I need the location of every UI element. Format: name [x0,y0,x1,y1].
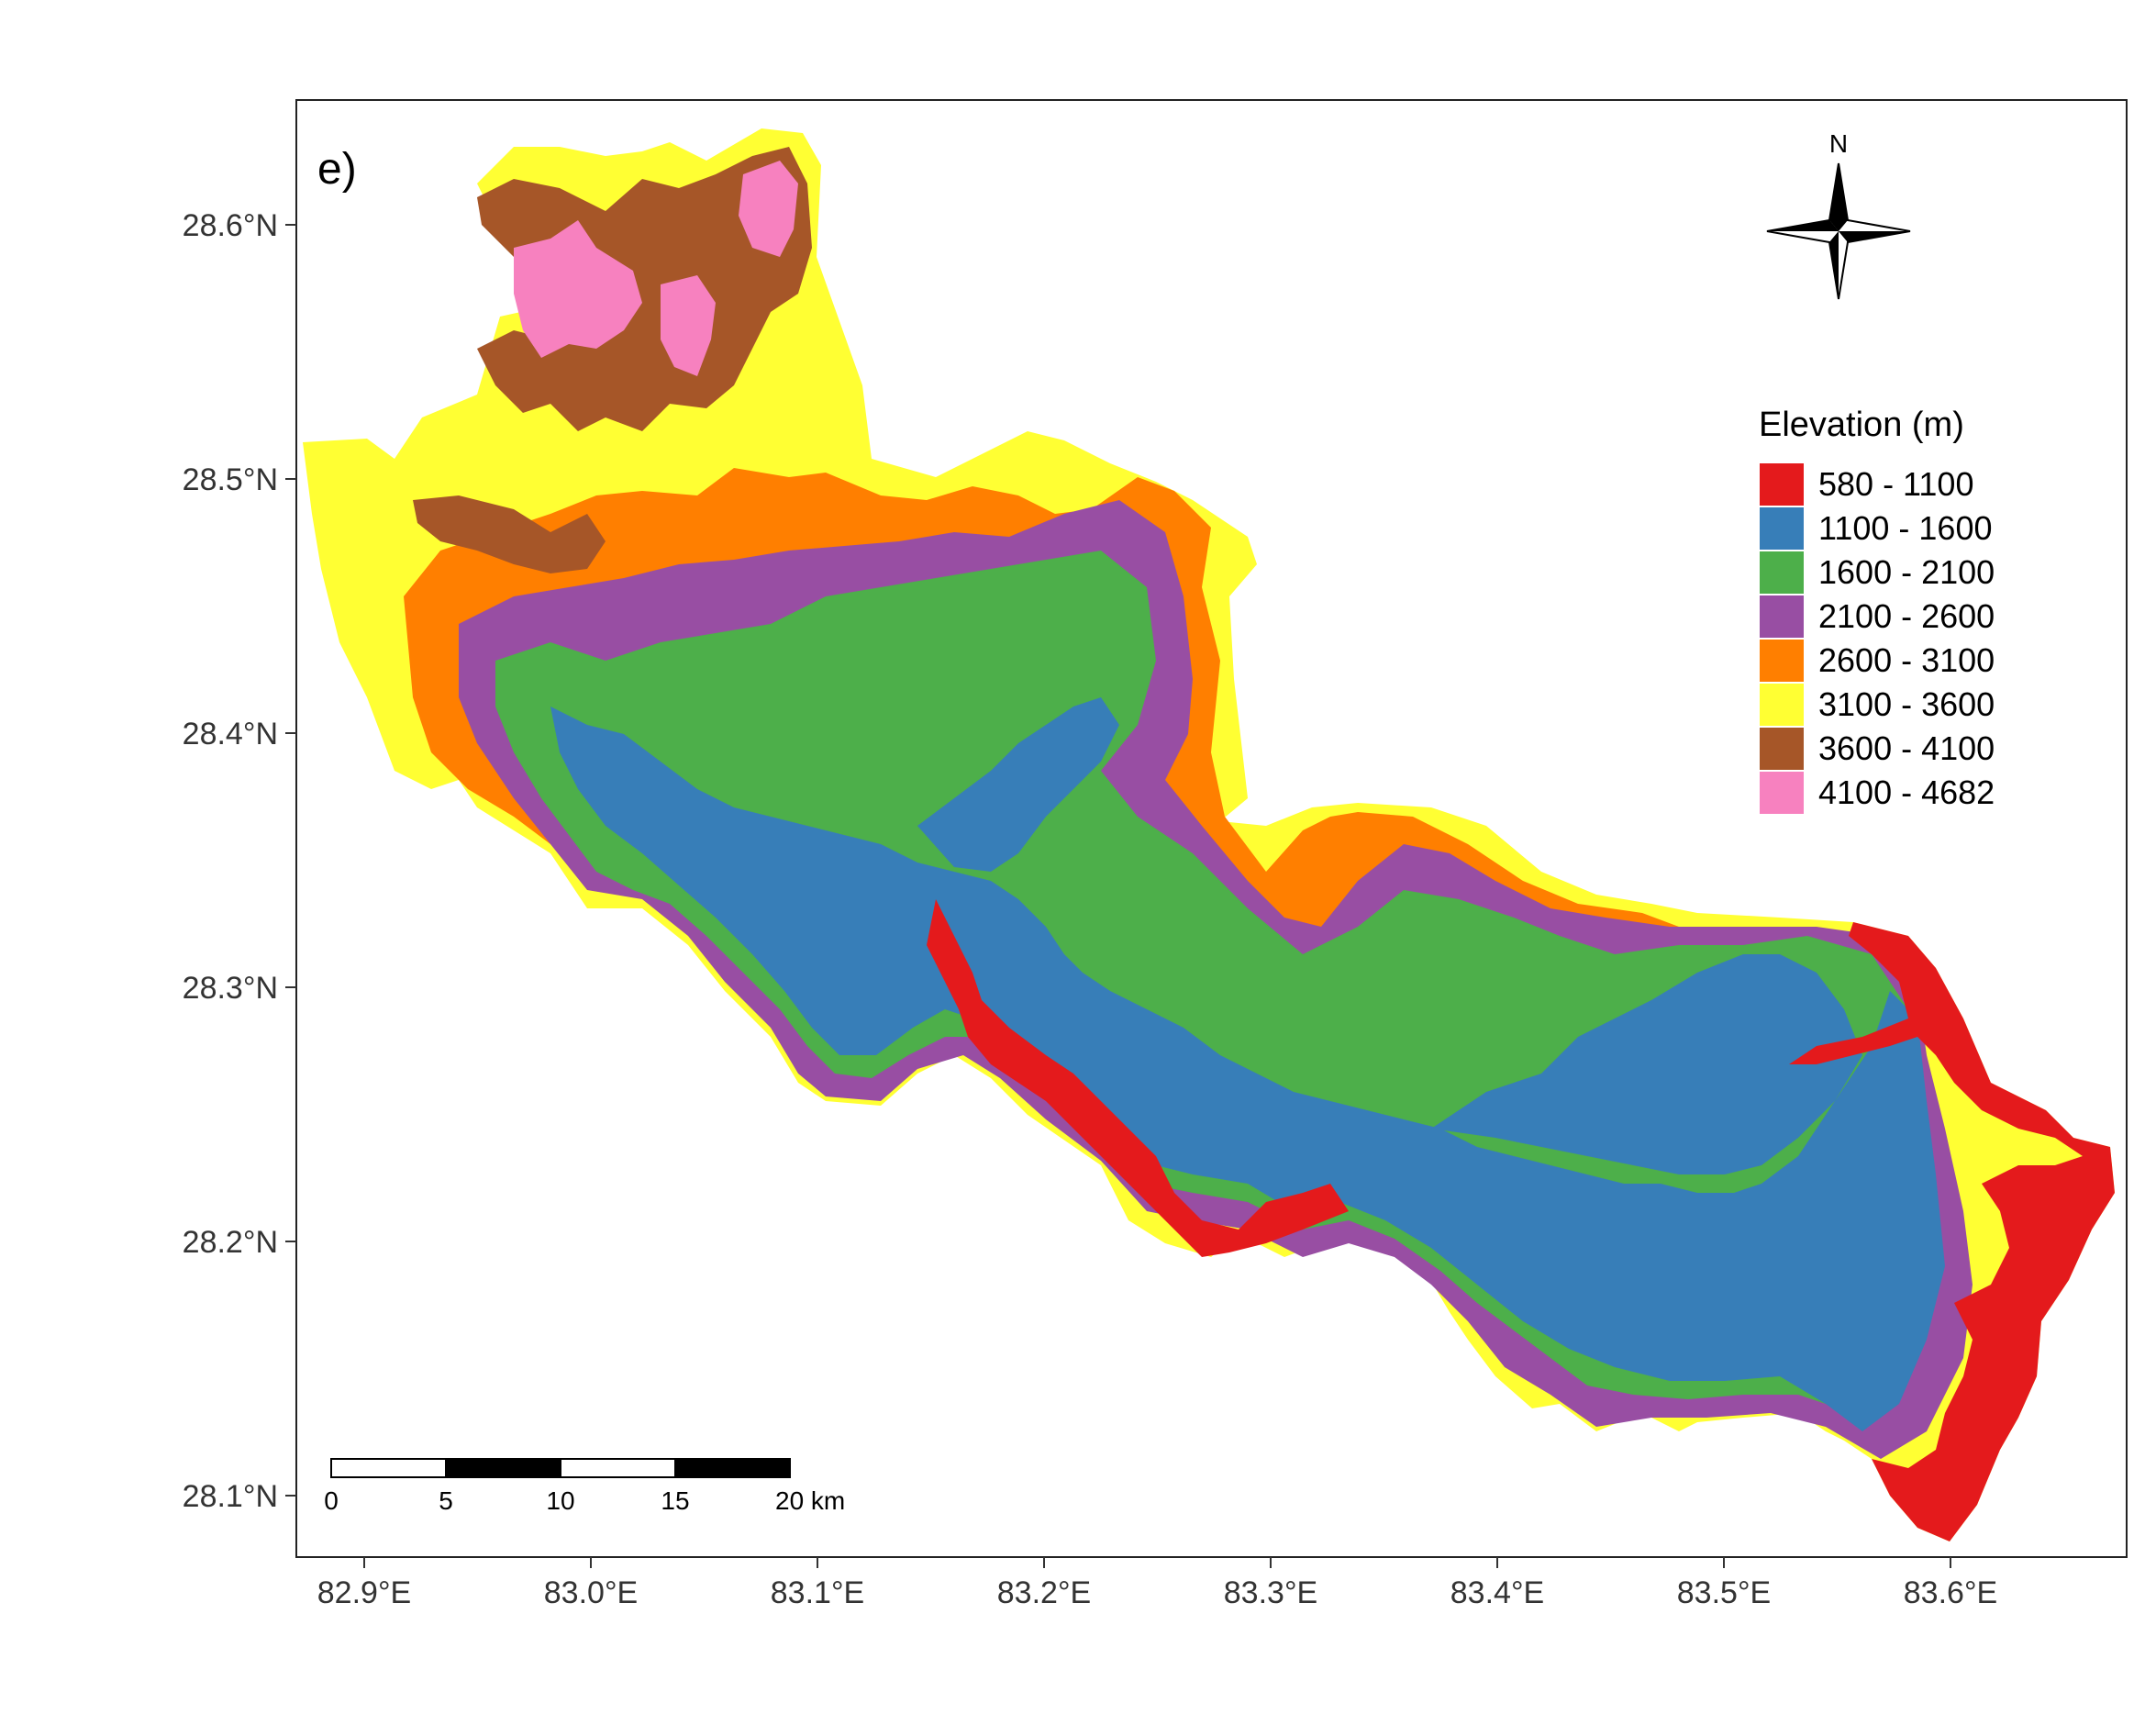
scale-bar-label: 10 [546,1486,574,1515]
north-arrow-star-half [1839,231,1910,242]
legend-swatch [1760,728,1804,770]
elevation-zone-1100-1600 [917,697,1119,872]
legend-label: 1600 - 2100 [1818,553,1995,591]
catchment [303,128,2115,1541]
legend-label: 1100 - 1600 [1818,509,1993,547]
x-tick-label: 83.5°E [1677,1575,1771,1610]
elevation-zone-1100-1600 [550,707,1945,1431]
scale-bar-segment [445,1458,561,1478]
legend-label: 3100 - 3600 [1818,685,1995,723]
legend-items: 580 - 1100 1100 - 1600 1600 - 2100 2100 - 2… [1760,463,1995,814]
y-tick-label: 28.4°N [183,717,278,751]
elevation-zone-4100-4682 [514,220,642,358]
y-tick-label: 28.3°N [183,971,278,1006]
elevation-zone-4100-4682 [661,275,716,376]
y-tick-label: 28.6°N [183,208,278,243]
elevation-zone-580-1100 [927,899,1349,1257]
x-tick-label: 83.4°E [1450,1575,1544,1610]
legend-swatch [1760,640,1804,682]
scale-bar-label: 0 [324,1486,339,1515]
legend: Elevation (m) 580 - 1100 1100 - 1600 1600 … [1759,406,1995,814]
elevation-zone-3600-4100 [477,147,812,431]
legend-swatch [1760,772,1804,814]
legend-label: 2600 - 3100 [1818,641,1995,679]
elevation-zone-4100-4682 [739,161,798,257]
legend-swatch [1760,595,1804,638]
legend-swatch [1760,684,1804,726]
y-tick-label: 28.1°N [183,1479,278,1514]
north-label: N [1829,129,1848,158]
panel-label: e) [317,145,357,194]
legend-swatch [1760,463,1804,506]
elevation-zone-1100-1600 [1431,954,1862,1174]
scale-bar: 0 5 10 15 20 km [324,1458,845,1515]
x-axis: 82.9°E 83.0°E 83.1°E 83.2°E 83.3°E 83.4°E 83.5… [317,1557,1997,1610]
legend-swatch [1760,551,1804,594]
north-arrow-star-half [1767,220,1839,231]
north-arrow: N [1766,129,1911,300]
scale-bar-segment [560,1458,676,1478]
scale-bar-segment [330,1458,447,1478]
x-tick-label: 83.2°E [997,1575,1091,1610]
scale-bar-label: 5 [439,1486,453,1515]
legend-title: Elevation (m) [1759,406,1964,444]
x-tick-label: 83.6°E [1904,1575,1997,1610]
north-arrow-star-half [1829,163,1839,231]
x-tick-label: 83.0°E [544,1575,638,1610]
legend-label: 3600 - 4100 [1818,729,1995,767]
scale-bar-label: 15 [661,1486,689,1515]
x-tick-label: 83.1°E [771,1575,864,1610]
legend-label: 2100 - 2600 [1818,597,1995,635]
elevation-zone-580-1100 [1789,922,2115,1541]
scale-bar-segment [674,1458,791,1478]
legend-label: 4100 - 4682 [1818,773,1995,811]
legend-label: 580 - 1100 [1818,465,1973,503]
legend-swatch [1760,507,1804,550]
y-axis: 28.6°N 28.5°N 28.4°N 28.3°N 28.2°N 28.1°N [183,208,296,1514]
y-tick-label: 28.2°N [183,1225,278,1260]
elevation-zone-3600-4100 [413,495,606,573]
scale-bar-label: 20 km [775,1486,845,1515]
x-tick-label: 83.3°E [1224,1575,1317,1610]
x-tick-label: 82.9°E [317,1575,411,1610]
north-arrow-star-half [1829,231,1839,299]
y-tick-label: 28.5°N [183,462,278,497]
